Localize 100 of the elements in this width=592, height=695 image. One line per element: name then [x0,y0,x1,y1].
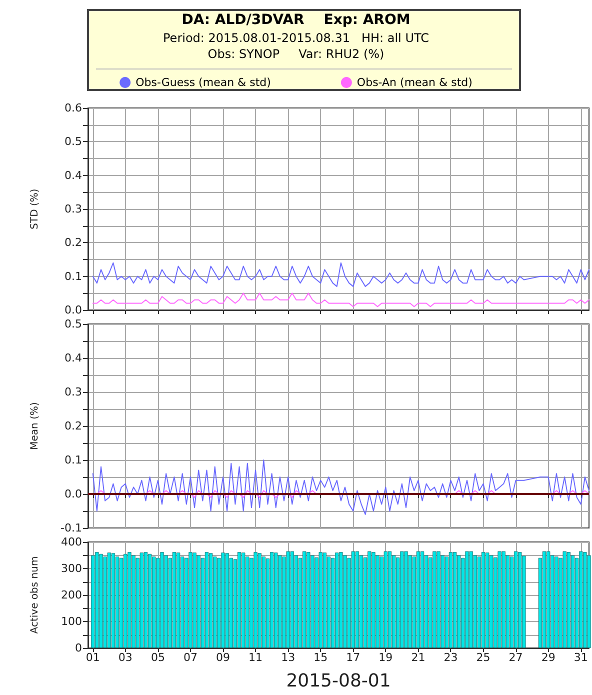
line-series [92,292,590,308]
y-tick-label: 0.4 [64,352,82,364]
bar [424,555,428,648]
x-tick-label: 27 [508,651,523,664]
bar [486,552,490,648]
bar [164,555,168,648]
bar [465,551,469,648]
x-tick-label: 01 [86,651,100,664]
y-tick-label: 0.0 [64,304,82,316]
bar [258,553,262,648]
bar [204,552,209,648]
bar [400,551,404,648]
bar [457,555,461,648]
bar [469,551,473,648]
bar [498,551,502,648]
bar [490,555,494,648]
x-tick-label: 25 [476,651,490,664]
bar [408,555,412,648]
bar [180,556,184,648]
bar [322,552,327,648]
x-tick-label: 23 [444,651,458,664]
bar [436,551,440,648]
x-tick-label: 11 [248,651,263,664]
bar [124,554,128,648]
bar [128,552,132,648]
bar [148,554,152,648]
bar [115,556,120,648]
y-tick-label: 400 [61,536,82,548]
bar [302,551,306,648]
bar [522,556,526,648]
x-tick-label: 31 [574,651,588,664]
bar [566,552,570,648]
bar [473,555,477,648]
bar [213,556,217,648]
bar [132,555,136,648]
bar [95,552,99,648]
bar [152,556,156,648]
y-tick-label: 0.3 [64,202,82,216]
bar [514,551,518,648]
bar [518,552,522,648]
y-tick-label: 0.1 [64,454,82,466]
bar [583,552,587,648]
bar [172,552,176,648]
bar [372,552,376,648]
bar [221,552,225,648]
bar [318,552,322,648]
bar [452,552,457,648]
y-tick-label: 100 [61,615,82,628]
y-tick-label: 0.2 [64,420,82,432]
x-tick-label: 17 [346,651,360,664]
bar [103,556,107,648]
x-tick-label: 07 [183,651,198,664]
x-tick-label: 05 [150,651,165,664]
bar [448,552,453,648]
bar [554,556,558,648]
y-tick-label: -0.1 [60,522,82,534]
bar [550,555,554,648]
y-tick-label: 0.2 [64,236,82,250]
y-tick-label: 0.3 [64,386,82,398]
bar [274,552,278,648]
legend-label: Obs-An (mean & std) [356,76,472,89]
y-axis-title: STD (%) [30,188,40,230]
bar [404,551,408,648]
bar [335,552,339,648]
bar [310,555,314,648]
bar [192,552,196,648]
bar [368,551,372,648]
chart-subtitle: Period: 2015.08.01-2015.08.31 HH: all UTC Obs: SYNOP Var: RHU2 (%) [163,31,429,61]
line-series [92,460,590,515]
bar [376,555,380,648]
bar [278,555,282,648]
y-tick-label: 300 [61,562,82,575]
bar [562,551,566,648]
bar [242,552,246,648]
x-tick-label: 13 [281,651,296,664]
bar [392,555,396,648]
bar [355,551,360,648]
bar [99,554,103,648]
bar [481,552,486,648]
y-tick-label: 0.5 [64,135,82,148]
bar [416,551,420,648]
x-axis-title: 2015-08-01 [286,670,391,692]
bar [432,551,436,648]
y-tick-label: 200 [61,588,82,602]
bar [208,553,213,648]
bar [246,556,250,648]
bar [290,551,294,648]
x-tick-label: 15 [314,651,328,664]
bar [306,552,310,648]
x-tick-label: 29 [541,651,556,664]
bar [351,551,355,648]
bar [188,552,192,648]
bar [388,551,392,648]
bar [294,555,298,648]
bar [120,558,124,648]
x-tick-label: 21 [411,651,426,664]
y-tick-label: 0.4 [64,168,82,182]
line-series [92,262,590,287]
bar [420,551,424,648]
x-tick-label: 09 [216,651,230,664]
